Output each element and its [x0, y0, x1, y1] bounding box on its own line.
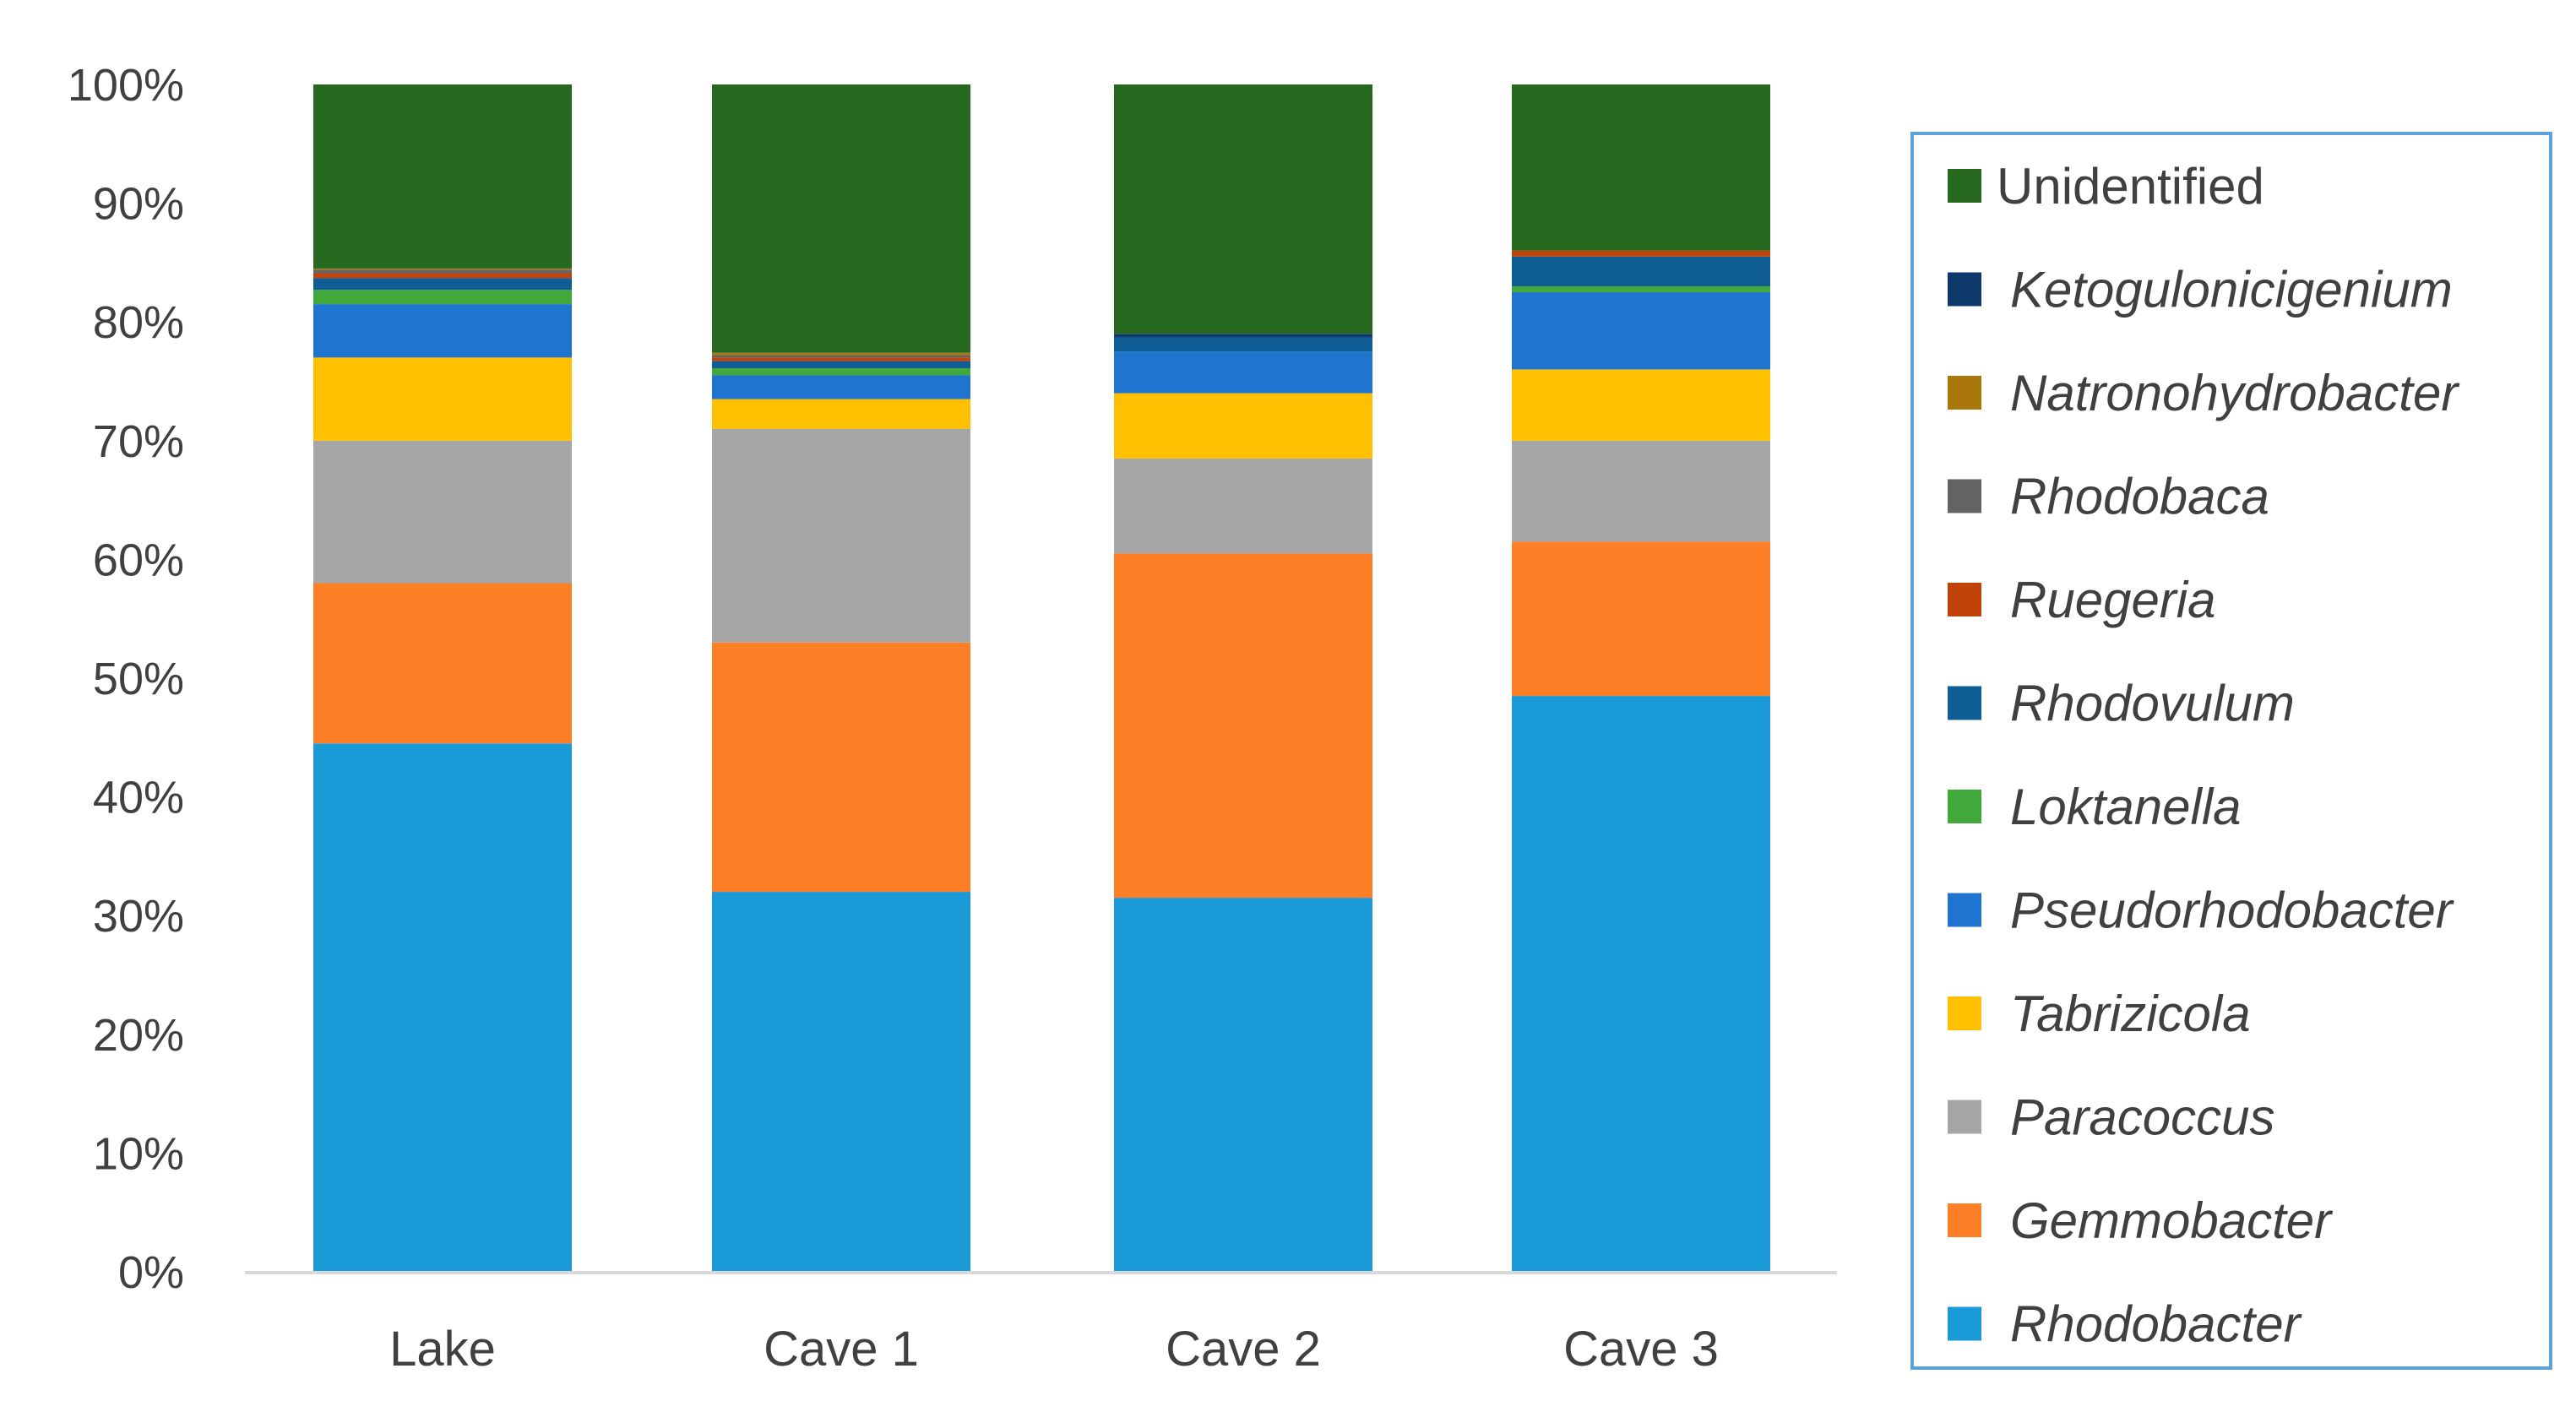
y-tick-label: 100% — [68, 60, 184, 111]
bar-segment-tabrizicola — [1114, 393, 1372, 459]
legend-swatch — [1948, 893, 1981, 927]
legend-swatch — [1948, 1203, 1981, 1237]
legend-label: Ruegeria — [2010, 572, 2216, 628]
bar-segment-paracoccus — [712, 428, 970, 643]
bar-segment-ketogulonicigenium — [1114, 334, 1372, 338]
y-tick-label: 40% — [93, 773, 184, 823]
bar-segment-paracoccus — [1114, 458, 1372, 554]
bar-segment-paracoccus — [1512, 440, 1770, 542]
y-tick-label: 30% — [93, 891, 184, 942]
legend-swatch — [1948, 1306, 1981, 1341]
y-tick-label: 0% — [118, 1247, 184, 1298]
bar-segment-rhodovulum — [1114, 337, 1372, 352]
y-tick-label: 10% — [93, 1128, 184, 1179]
bar-segment-tabrizicola — [712, 399, 970, 429]
legend-label: Gemmobacter — [2010, 1192, 2333, 1249]
bar-segment-unidentified — [712, 84, 970, 353]
legend-swatch — [1948, 686, 1981, 720]
x-category-label: Cave 3 — [1563, 1322, 1719, 1377]
bars-layer — [313, 84, 1770, 1272]
bar-segment-pseudorhodobacter — [1114, 351, 1372, 394]
bar-segment-unidentified — [313, 84, 572, 269]
legend-swatch — [1948, 790, 1981, 823]
bar-segment-gemmobacter — [1114, 553, 1372, 899]
bar-segment-rhodovulum — [313, 278, 572, 291]
bar-segment-rhodovulum — [1512, 256, 1770, 287]
legend-swatch — [1948, 583, 1981, 616]
legend-label: Pseudorhodobacter — [2010, 882, 2454, 939]
bar-segment-tabrizicola — [1512, 369, 1770, 441]
bar-segment-ruegeria — [313, 273, 572, 279]
legend-swatch — [1948, 479, 1981, 513]
legend-label: Unidentified — [1997, 158, 2264, 215]
bar-segment-pseudorhodobacter — [712, 375, 970, 399]
legend-label: Rhodobacter — [2010, 1296, 2302, 1353]
bar-stack-lake — [313, 84, 572, 1272]
y-tick-label: 60% — [93, 535, 184, 585]
y-tick-label: 50% — [93, 654, 184, 704]
x-category-label: Cave 1 — [764, 1322, 919, 1377]
bar-segment-pseudorhodobacter — [313, 304, 572, 358]
legend-label: Loktanella — [2010, 779, 2242, 835]
x-category-label: Cave 2 — [1166, 1322, 1321, 1377]
legend-swatch — [1948, 1100, 1981, 1134]
legend-swatch — [1948, 376, 1981, 410]
legend-label: Paracoccus — [2010, 1089, 2274, 1146]
bar-segment-gemmobacter — [712, 642, 970, 893]
y-tick-label: 20% — [93, 1010, 184, 1061]
bar-segment-tabrizicola — [313, 357, 572, 441]
bar-stack-cave-3 — [1512, 84, 1770, 1272]
bar-segment-rhodobacter — [1114, 898, 1372, 1272]
legend-box — [1910, 132, 2552, 1370]
bar-segment-gemmobacter — [1512, 541, 1770, 697]
axis-layer: 0% 10% 20% 30% 40% 50% 60% 70% 80% 90% 100% Lake Cav… — [68, 60, 1837, 1377]
legend-label: Tabrizicola — [2010, 986, 2251, 1042]
bar-segment-ruegeria — [1512, 250, 1770, 257]
bar-segment-unidentified — [1512, 84, 1770, 251]
bar-segment-loktanella — [1512, 286, 1770, 293]
y-tick-label: 70% — [93, 416, 184, 467]
legend-label: Rhodobaca — [2010, 469, 2269, 525]
legend-label: Natronohydrobacter — [2010, 365, 2459, 421]
bar-segment-paracoccus — [313, 440, 572, 584]
legend-swatch — [1948, 272, 1981, 307]
bar-segment-ruegeria — [712, 357, 970, 361]
bar-segment-unidentified — [1114, 84, 1372, 334]
bar-segment-rhodobaca — [712, 355, 970, 358]
x-category-label: Lake — [389, 1322, 496, 1377]
y-tick-label: 80% — [93, 297, 184, 348]
bar-segment-loktanella — [313, 290, 572, 305]
legend-label: Rhodovulum — [2010, 676, 2295, 732]
legend-label: Ketogulonicigenium — [2010, 262, 2453, 318]
bar-segment-rhodovulum — [712, 361, 970, 369]
bar-segment-rhodobaca — [313, 269, 572, 274]
legend-swatch — [1948, 997, 1981, 1030]
y-tick-label: 90% — [93, 179, 184, 230]
bar-stack-cave-2 — [1114, 84, 1372, 1272]
bar-segment-rhodobacter — [712, 892, 970, 1272]
bar-segment-gemmobacter — [313, 583, 572, 744]
bar-segment-rhodobacter — [313, 743, 572, 1272]
bar-stack-cave-1 — [712, 84, 970, 1272]
bar-segment-pseudorhodobacter — [1512, 292, 1770, 370]
bar-segment-rhodobacter — [1512, 696, 1770, 1272]
legend: Unidentified Ketogulonicigenium Natronohyd… — [1910, 132, 2552, 1370]
bar-segment-natronohydrobacter — [712, 352, 970, 356]
bar-segment-loktanella — [712, 368, 970, 376]
legend-swatch — [1948, 169, 1981, 203]
